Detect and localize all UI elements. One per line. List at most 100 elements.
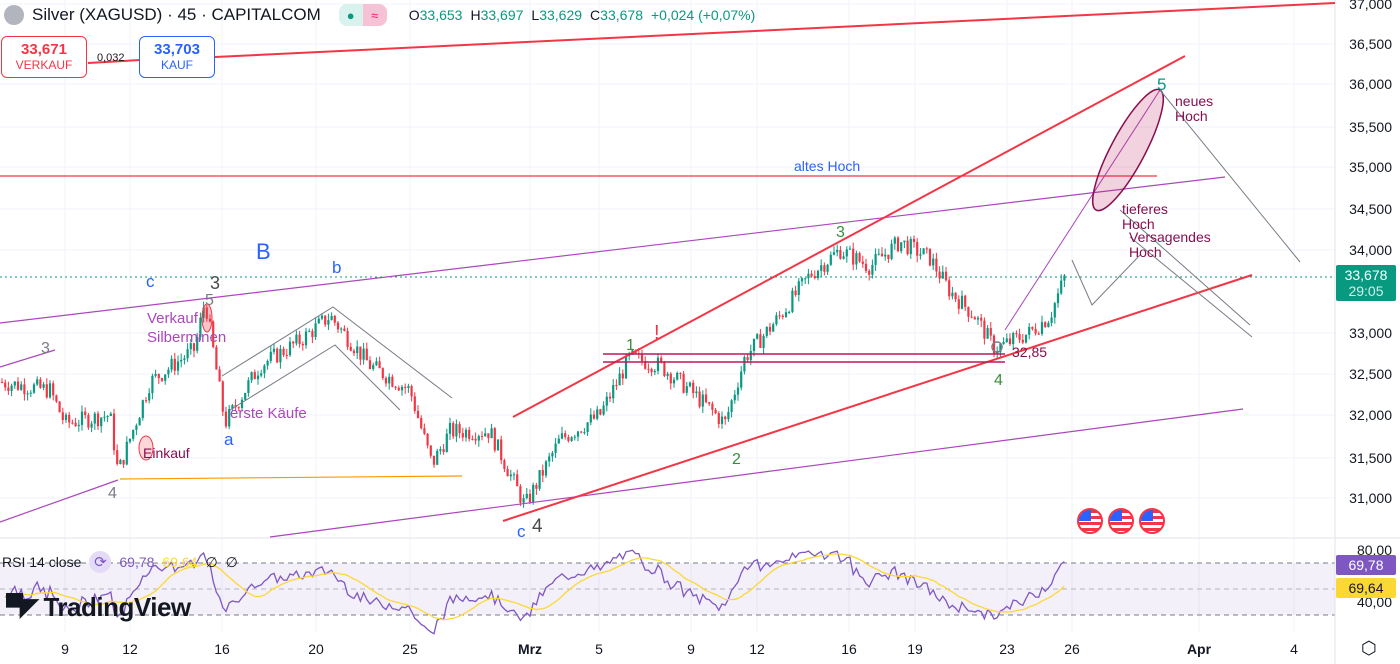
price-axis-label: 32,500 [1349, 366, 1392, 382]
annotation[interactable]: 4 [108, 485, 117, 502]
trendline-top[interactable] [87, 59, 141, 64]
annotation[interactable]: 4 [532, 516, 543, 537]
candle [432, 455, 436, 465]
fan-line-projection[interactable] [1004, 89, 1161, 331]
fan-line-left[interactable] [0, 479, 119, 523]
symbol-title[interactable]: Silver (XAGUSD) · 45 · CAPITALCOM [32, 5, 321, 24]
fan-line-lower[interactable] [269, 408, 1244, 538]
candle [413, 396, 416, 411]
candle [1063, 275, 1066, 281]
annotation[interactable]: 3 [836, 224, 845, 241]
annotation[interactable]: 2 [732, 451, 741, 468]
candle [368, 360, 372, 369]
b-channel-upper[interactable] [221, 306, 453, 399]
us-flag-event-icon[interactable] [1108, 508, 1134, 534]
drawings[interactable] [0, 2, 1336, 538]
candle [935, 258, 938, 272]
candle [535, 484, 538, 489]
refresh-icon[interactable]: ⟳ [89, 551, 112, 573]
annotation[interactable]: Einkauf [143, 445, 190, 461]
candle [944, 271, 948, 281]
candle [461, 433, 464, 438]
annotation[interactable]: Versagendes [1129, 229, 1211, 245]
annotation[interactable]: 4 [994, 372, 1003, 389]
candle [132, 429, 135, 439]
us-flag-event-icon[interactable] [1139, 508, 1165, 534]
annotation[interactable]: altes Hoch [794, 158, 861, 174]
candle [1018, 334, 1021, 340]
einkauf-ellipse[interactable] [138, 435, 154, 461]
candle [1040, 322, 1044, 334]
candle [77, 424, 80, 427]
status-pill[interactable]: ● ≈ [338, 4, 387, 26]
settings-hexagon-icon[interactable]: ⬡ [1361, 638, 1377, 658]
support-line[interactable] [119, 475, 463, 480]
candle [349, 346, 352, 351]
candle [746, 357, 749, 361]
annotation[interactable]: Hoch [1122, 216, 1155, 232]
annotation[interactable]: b [332, 258, 342, 277]
trendline-top[interactable] [214, 2, 1336, 58]
verkauf-ellipse[interactable] [201, 303, 213, 333]
rsi-line [4, 549, 1065, 635]
annotation[interactable]: Silberminen [147, 329, 227, 346]
candle [388, 376, 391, 384]
annotation[interactable]: neues [1175, 93, 1214, 109]
market-open-dot-icon: ● [338, 4, 363, 26]
annotation[interactable]: B [256, 239, 271, 264]
tradingview-logo[interactable]: ▀◤ TradingView [6, 592, 191, 623]
channel-upper[interactable] [512, 55, 1186, 418]
annotation[interactable]: erste Käufe [230, 405, 307, 422]
candle [455, 424, 458, 437]
candle [42, 384, 45, 388]
annotation[interactable]: 5 [1157, 75, 1167, 94]
time-axis-label: 16 [214, 641, 230, 657]
annotation[interactable]: 3 [41, 340, 50, 357]
annotation[interactable]: 1 [626, 337, 635, 354]
candle [884, 254, 887, 257]
annotation[interactable]: ! [654, 322, 660, 344]
candle [74, 422, 77, 427]
projection-line[interactable] [1119, 209, 1251, 326]
annotation[interactable]: c [146, 272, 155, 291]
annotation[interactable]: 32,85 [1012, 344, 1048, 360]
candle [647, 368, 650, 370]
annotation[interactable]: 5 [205, 292, 214, 309]
price-axis-label: 34,500 [1349, 201, 1392, 217]
b-channel-lower[interactable] [229, 344, 401, 411]
fan-line-upper[interactable] [0, 176, 1226, 324]
annotation[interactable]: Verkauf [147, 310, 198, 327]
last-price-value: 33,678 [1344, 267, 1388, 283]
projection-line[interactable] [1159, 89, 1301, 263]
annotation[interactable]: Hoch [1175, 108, 1208, 124]
candle [269, 351, 272, 361]
candle [608, 396, 612, 399]
candle [916, 242, 919, 256]
candle [301, 343, 304, 346]
projection-path[interactable] [1071, 254, 1141, 306]
annotation[interactable]: c [517, 522, 526, 541]
fan-line-left2[interactable] [0, 349, 56, 368]
target-ellipse[interactable] [1081, 82, 1175, 218]
annotation[interactable]: tieferes [1122, 201, 1168, 217]
candle [128, 438, 132, 442]
projection-line[interactable] [1129, 236, 1253, 338]
sell-button[interactable]: 33,671 VERKAUF [1, 36, 87, 78]
candle [733, 394, 736, 401]
level-marker[interactable] [991, 341, 1003, 353]
buy-button[interactable]: 33,703 KAUF [139, 36, 215, 78]
price-axis-label: 37,000 [1349, 0, 1392, 12]
candle [532, 484, 535, 503]
rsi-label[interactable]: RSI 14 close [2, 554, 82, 570]
candle [167, 369, 170, 375]
us-flag-event-icon[interactable] [1077, 508, 1103, 534]
candle [845, 249, 848, 257]
annotation[interactable]: a [224, 430, 234, 449]
candle [567, 437, 570, 441]
channel-lower[interactable] [502, 274, 1253, 522]
candle [663, 361, 666, 376]
annotation[interactable]: Hoch [1129, 244, 1162, 260]
candle [1034, 328, 1037, 334]
annotation[interactable]: 3 [210, 273, 221, 293]
